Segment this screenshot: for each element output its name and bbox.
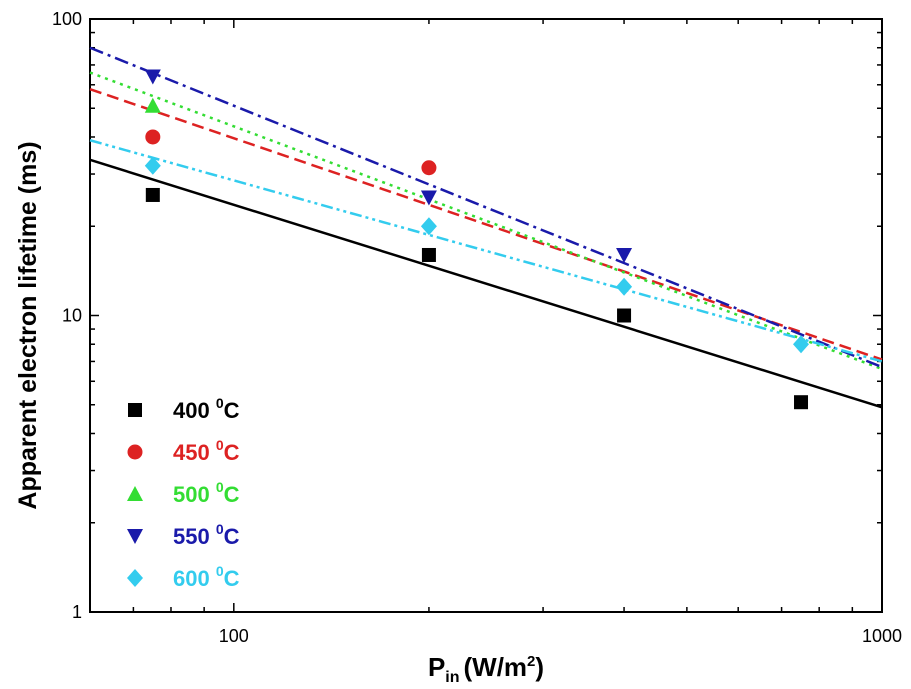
legend-label-unit: C	[224, 440, 240, 465]
y-tick-label: 1	[72, 602, 82, 622]
legend-marker-450	[127, 444, 143, 460]
legend-label-superscript: 0	[216, 395, 224, 411]
y-tick-label: 100	[52, 9, 82, 29]
data-point-600	[616, 277, 633, 296]
data-point-400	[794, 395, 809, 410]
data-point-550	[420, 190, 437, 206]
y-axis-ticks: 1 10 100	[52, 9, 882, 622]
data-point-450	[145, 129, 161, 145]
fit-line-450	[89, 87, 883, 361]
legend-label-unit: C	[224, 398, 240, 423]
y-tick-label: 10	[62, 306, 82, 326]
data-point-400	[145, 187, 160, 202]
legend-entry-500: 500 0C	[173, 479, 240, 507]
legend-entry-400: 400 0C	[173, 395, 240, 423]
legend-label-unit: C	[224, 482, 240, 507]
x-axis-label-main: P	[428, 652, 445, 682]
data-point-400	[617, 308, 632, 323]
legend-entry-550: 550 0C	[173, 521, 240, 549]
data-point-600	[793, 335, 810, 354]
fit-line-600	[89, 139, 883, 363]
legend-label-unit: C	[224, 566, 240, 591]
legend-marker-600	[127, 569, 143, 587]
data-point-600	[144, 156, 161, 175]
x-axis-label-unit: (W/m	[464, 652, 528, 682]
fit-line-550	[89, 46, 883, 369]
legend-label-value: 450	[173, 440, 216, 465]
legend-label-superscript: 0	[216, 479, 224, 495]
legend-label-superscript: 0	[216, 437, 224, 453]
axes: 100 1000 1 10 100	[52, 9, 902, 646]
x-axis-ticks: 100 1000	[89, 19, 902, 646]
legend-label-superscript: 0	[216, 521, 224, 537]
fit-line-500	[89, 71, 883, 371]
x-tick-label: 100	[219, 626, 249, 646]
legend-label-value: 550	[173, 524, 216, 549]
data-points	[144, 69, 810, 410]
legend-entry-450: 450 0C	[173, 437, 240, 465]
y-axis-label: Apparent electron lifetime (ms)	[14, 141, 42, 509]
legend-marker-400	[128, 403, 142, 417]
legend-label-value: 500	[173, 482, 216, 507]
legend-label-value: 400	[173, 398, 216, 423]
legend-label-superscript: 0	[216, 563, 224, 579]
legend-label-value: 600	[173, 566, 216, 591]
data-point-400	[421, 247, 436, 262]
x-axis-label-close: )	[535, 652, 544, 682]
data-point-500	[144, 97, 161, 113]
data-point-550	[144, 69, 161, 85]
legend-entry-600: 600 0C	[173, 563, 240, 591]
legend-label-unit: C	[224, 524, 240, 549]
data-point-450	[421, 160, 437, 176]
fit-line-400	[89, 158, 883, 409]
data-point-550	[616, 247, 633, 263]
x-axis-label-sub: in	[445, 669, 459, 686]
x-tick-label: 1000	[862, 626, 902, 646]
data-point-600	[420, 217, 437, 236]
x-axis-label: Pin (W/m2)	[428, 652, 544, 686]
legend-marker-500	[127, 486, 143, 501]
fit-lines	[89, 46, 883, 409]
legend-marker-550	[127, 529, 143, 544]
x-axis-label-sup: 2	[527, 653, 535, 670]
